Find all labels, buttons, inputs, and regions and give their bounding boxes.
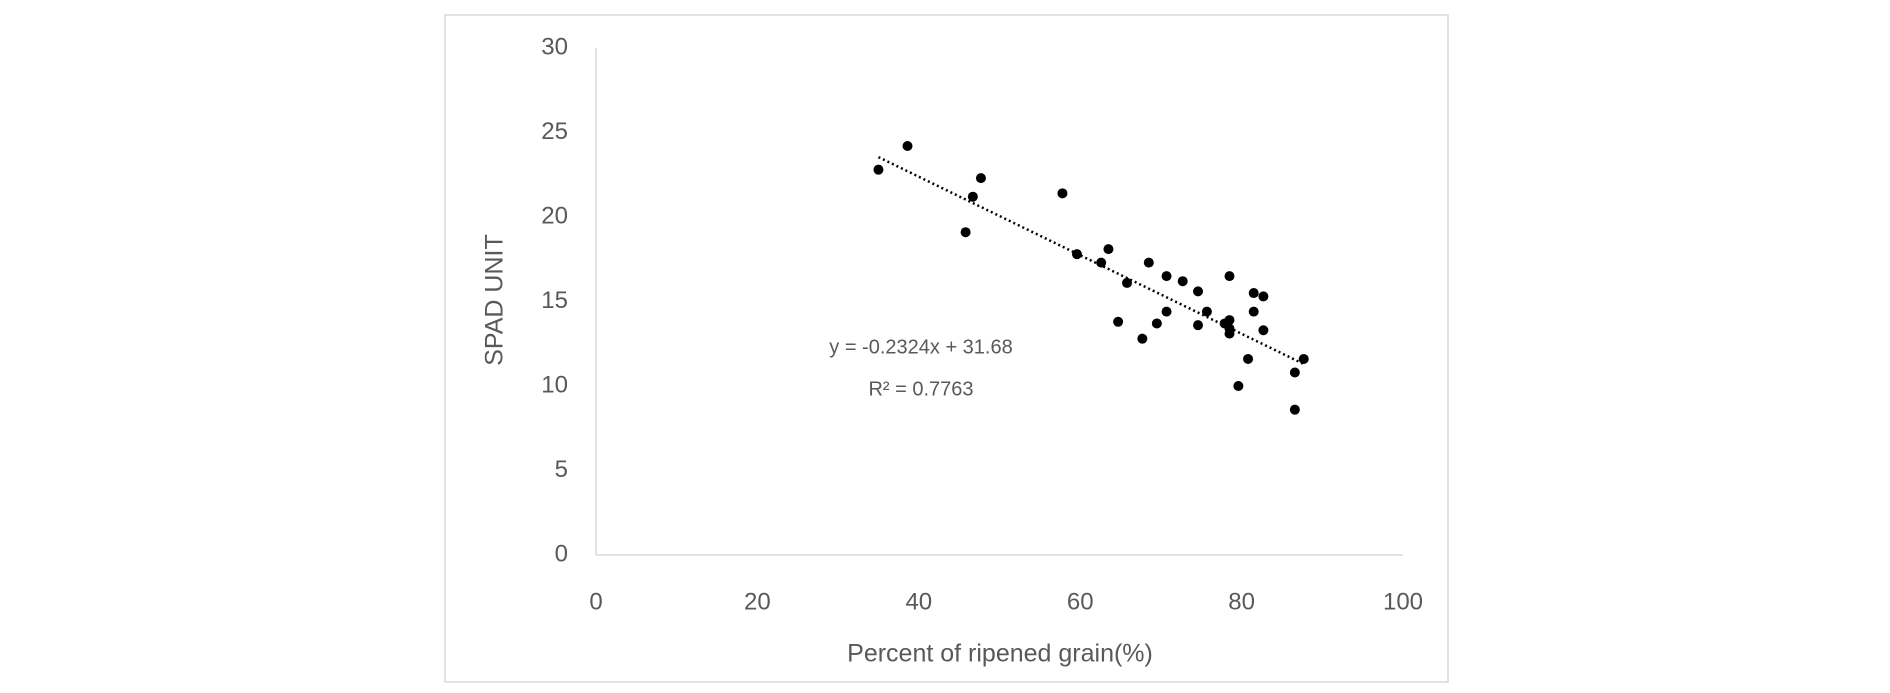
data-point	[1161, 306, 1172, 317]
y-tick-label: 0	[555, 540, 568, 567]
data-point	[1289, 367, 1300, 378]
x-tick-label: 20	[744, 588, 771, 615]
r-squared: R² = 0.7763	[868, 378, 973, 400]
x-tick-label: 0	[589, 588, 602, 615]
data-point	[1258, 291, 1269, 302]
data-point	[1103, 244, 1114, 255]
x-tick-label: 60	[1067, 588, 1094, 615]
data-point	[960, 227, 971, 238]
trendline	[877, 155, 1305, 366]
data-point	[873, 164, 884, 175]
y-tick-label: 20	[541, 202, 568, 229]
data-point	[1224, 271, 1235, 282]
y-tick-label: 5	[555, 456, 568, 483]
y-tick-label: 25	[541, 118, 568, 145]
data-point	[1233, 381, 1244, 391]
data-point	[1248, 288, 1259, 299]
data-point	[1224, 328, 1235, 339]
data-point	[902, 141, 913, 152]
data-point	[1298, 353, 1309, 364]
y-tick-label: 15	[541, 287, 568, 314]
x-tick-label: 40	[905, 588, 932, 615]
data-point	[1177, 276, 1188, 287]
data-point	[1113, 316, 1124, 327]
x-tick-label: 100	[1383, 588, 1423, 615]
y-tick-label: 30	[541, 33, 568, 60]
data-point	[1143, 257, 1154, 268]
data-point	[1057, 188, 1068, 199]
data-point	[1243, 353, 1254, 364]
chart-frame	[444, 14, 1449, 683]
x-tick-label: 80	[1228, 588, 1255, 615]
y-axis-title: SPAD UNIT	[481, 234, 509, 366]
data-point	[1137, 333, 1148, 344]
data-point	[1224, 315, 1235, 326]
data-point	[1096, 257, 1107, 268]
trend-equation: y = -0.2324x + 31.68	[829, 336, 1012, 358]
data-point	[1193, 320, 1204, 331]
data-point	[975, 173, 986, 184]
data-point	[1161, 271, 1172, 282]
data-point	[1201, 306, 1212, 317]
data-point	[1122, 277, 1133, 288]
x-axis-title: Percent of ripened grain(%)	[847, 640, 1153, 668]
data-point	[1071, 249, 1082, 260]
data-point	[1258, 325, 1269, 336]
data-point	[967, 191, 978, 202]
data-point	[1289, 404, 1300, 415]
data-point	[1151, 318, 1162, 329]
data-point	[1193, 286, 1204, 297]
data-point	[1248, 306, 1259, 317]
y-tick-label: 10	[541, 371, 568, 398]
